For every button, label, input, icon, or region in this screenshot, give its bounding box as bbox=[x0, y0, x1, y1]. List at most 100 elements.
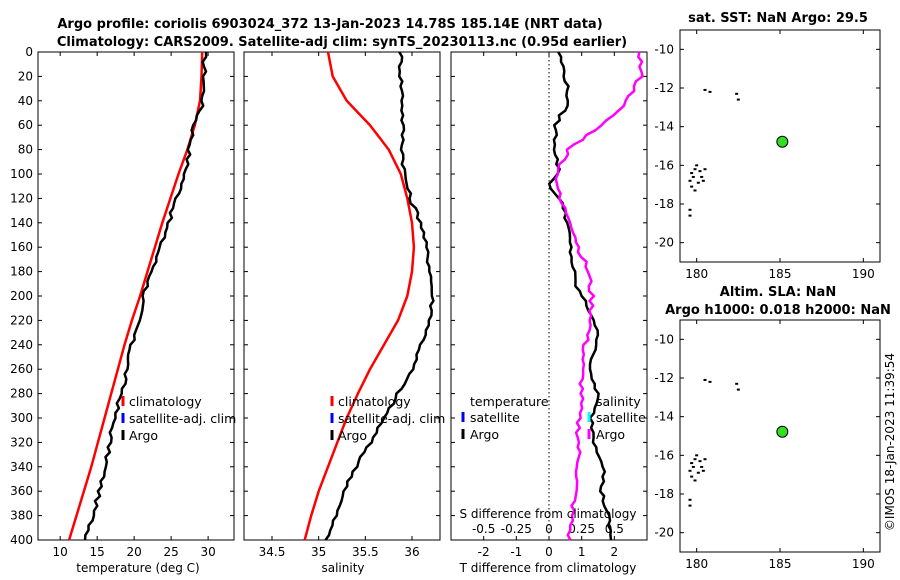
y-tick-label: 320 bbox=[10, 435, 33, 449]
y-tick-label: 180 bbox=[10, 265, 33, 279]
series-line-climatology bbox=[67, 51, 204, 541]
x-tick-label: 185 bbox=[769, 267, 792, 281]
legend-label: satellite bbox=[470, 410, 520, 425]
y-tick-label: -16 bbox=[654, 448, 674, 462]
legend-label: satellite bbox=[596, 410, 646, 425]
y-tick-label: -14 bbox=[654, 120, 674, 134]
top-tick-label: 0.25 bbox=[568, 522, 595, 536]
coastline-mark bbox=[700, 175, 704, 178]
coastline-mark bbox=[690, 185, 694, 188]
y-tick-label: 300 bbox=[10, 411, 33, 425]
legend-label: climatology bbox=[338, 394, 411, 409]
x-tick-label: 190 bbox=[852, 557, 875, 571]
x-tick-label: 30 bbox=[200, 545, 215, 559]
coastline-mark bbox=[701, 179, 705, 182]
top-tick-label: 0 bbox=[545, 522, 553, 536]
coastline-mark bbox=[695, 454, 699, 457]
coastline-mark bbox=[735, 382, 739, 385]
plot-frame bbox=[37, 51, 235, 541]
top-tick-label: -0.5 bbox=[472, 522, 495, 536]
x-tick-label: 15 bbox=[90, 545, 105, 559]
argo-position-marker bbox=[776, 425, 789, 438]
series-line-argo bbox=[324, 51, 435, 541]
y-tick-label: -10 bbox=[654, 42, 674, 56]
legend-label: salinity bbox=[596, 394, 641, 409]
x-tick-label: 10 bbox=[53, 545, 68, 559]
x-tick-label: -2 bbox=[478, 545, 490, 559]
coastline-mark bbox=[688, 469, 692, 472]
difference-top-xlabel: S difference from climatology bbox=[460, 507, 637, 521]
y-tick-label: 260 bbox=[10, 362, 33, 376]
y-tick-label: 360 bbox=[10, 484, 33, 498]
imos-watermark: ©IMOS 18-Jan-2023 11:39:54 bbox=[883, 353, 897, 531]
coastline-mark bbox=[695, 164, 699, 167]
sst-map-title: sat. SST: NaN Argo: 29.5 bbox=[688, 11, 868, 26]
coastline-mark bbox=[691, 175, 695, 178]
coastline-mark bbox=[698, 170, 702, 173]
coastline-mark bbox=[701, 469, 705, 472]
y-tick-label: 80 bbox=[18, 143, 33, 157]
coastline-mark bbox=[703, 458, 707, 461]
x-tick-label: 35.5 bbox=[352, 545, 379, 559]
legend-label: Argo bbox=[338, 428, 367, 443]
x-tick-label: 180 bbox=[685, 557, 708, 571]
y-tick-label: 340 bbox=[10, 460, 33, 474]
y-tick-label: -20 bbox=[654, 236, 674, 250]
coastline-mark bbox=[708, 90, 712, 93]
coastline-mark bbox=[703, 88, 707, 91]
y-tick-label: 140 bbox=[10, 216, 33, 230]
y-tick-label: 20 bbox=[18, 69, 33, 83]
legend-label: satellite-adj. clim bbox=[338, 411, 445, 426]
sst-map-panel: -10 -12 -14 -16 -18 -20 180 185 190 bbox=[654, 29, 881, 281]
temperature-panel: 0 20 40 60 80 100 120 140 160 180 200 220 240 260 280 3… bbox=[10, 45, 236, 559]
sla-map-panel: -10 -12 -14 -16 -18 -20 180 185 190 bbox=[654, 319, 881, 571]
x-tick-label: 185 bbox=[769, 557, 792, 571]
difference-xlabel: T difference from climatology bbox=[459, 561, 637, 575]
coastline-mark bbox=[696, 471, 700, 474]
coastline-mark bbox=[703, 168, 707, 171]
coastline-mark bbox=[735, 92, 739, 95]
sla-map-title-line1: Altim. SLA: NaN bbox=[720, 285, 836, 300]
salinity-xlabel: salinity bbox=[321, 561, 364, 575]
difference-panel: -2 -1 0 1 2-0.5 -0.25 0 0.25 0.5temperaturesatel… bbox=[450, 51, 648, 559]
y-tick-label: 380 bbox=[10, 509, 33, 523]
y-tick-label: 40 bbox=[18, 94, 33, 108]
coastline-mark bbox=[690, 462, 694, 465]
y-tick-label: 220 bbox=[10, 313, 33, 327]
plot-frame bbox=[243, 51, 441, 541]
coastline-mark bbox=[736, 388, 740, 391]
y-tick-label: 120 bbox=[10, 191, 33, 205]
y-tick-label: -12 bbox=[654, 81, 674, 95]
figure-title-line2: Climatology: CARS2009. Satellite-adj cli… bbox=[57, 35, 627, 50]
temperature-xlabel: temperature (deg C) bbox=[76, 561, 199, 575]
coastline-mark bbox=[688, 214, 692, 217]
coastline-mark bbox=[690, 172, 694, 175]
y-tick-label: 0 bbox=[25, 45, 33, 59]
argo-position-marker bbox=[776, 135, 789, 148]
legend-label: Argo bbox=[129, 428, 158, 443]
coastline-mark bbox=[693, 189, 697, 192]
x-tick-label: 35 bbox=[311, 545, 326, 559]
coastline-mark bbox=[693, 479, 697, 482]
coastline-mark bbox=[688, 179, 692, 182]
y-tick-label: -16 bbox=[654, 158, 674, 172]
series-line-s-difference bbox=[554, 51, 644, 541]
coastline-mark bbox=[696, 181, 700, 184]
top-tick-label: -0.25 bbox=[501, 522, 532, 536]
salinity-panel: 34.5 35 35.5 36 climatology satellite-adj. cl… bbox=[243, 51, 445, 559]
x-tick-label: 20 bbox=[127, 545, 142, 559]
coastline-mark bbox=[700, 465, 704, 468]
coastline-mark bbox=[703, 378, 707, 381]
x-tick-label: 25 bbox=[163, 545, 178, 559]
y-tick-label: -10 bbox=[654, 332, 674, 346]
coastline-mark bbox=[688, 504, 692, 507]
legend-label: Argo bbox=[470, 427, 499, 442]
y-tick-label: -18 bbox=[654, 487, 674, 501]
sla-map-title-line2: Argo h1000: 0.018 h2000: NaN bbox=[665, 303, 891, 318]
x-tick-label: -1 bbox=[510, 545, 522, 559]
y-tick-label: -14 bbox=[654, 410, 674, 424]
legend-label: climatology bbox=[129, 394, 202, 409]
coastline-mark bbox=[708, 380, 712, 383]
series-line-climatology bbox=[303, 51, 416, 541]
y-tick-label: 400 bbox=[10, 533, 33, 547]
